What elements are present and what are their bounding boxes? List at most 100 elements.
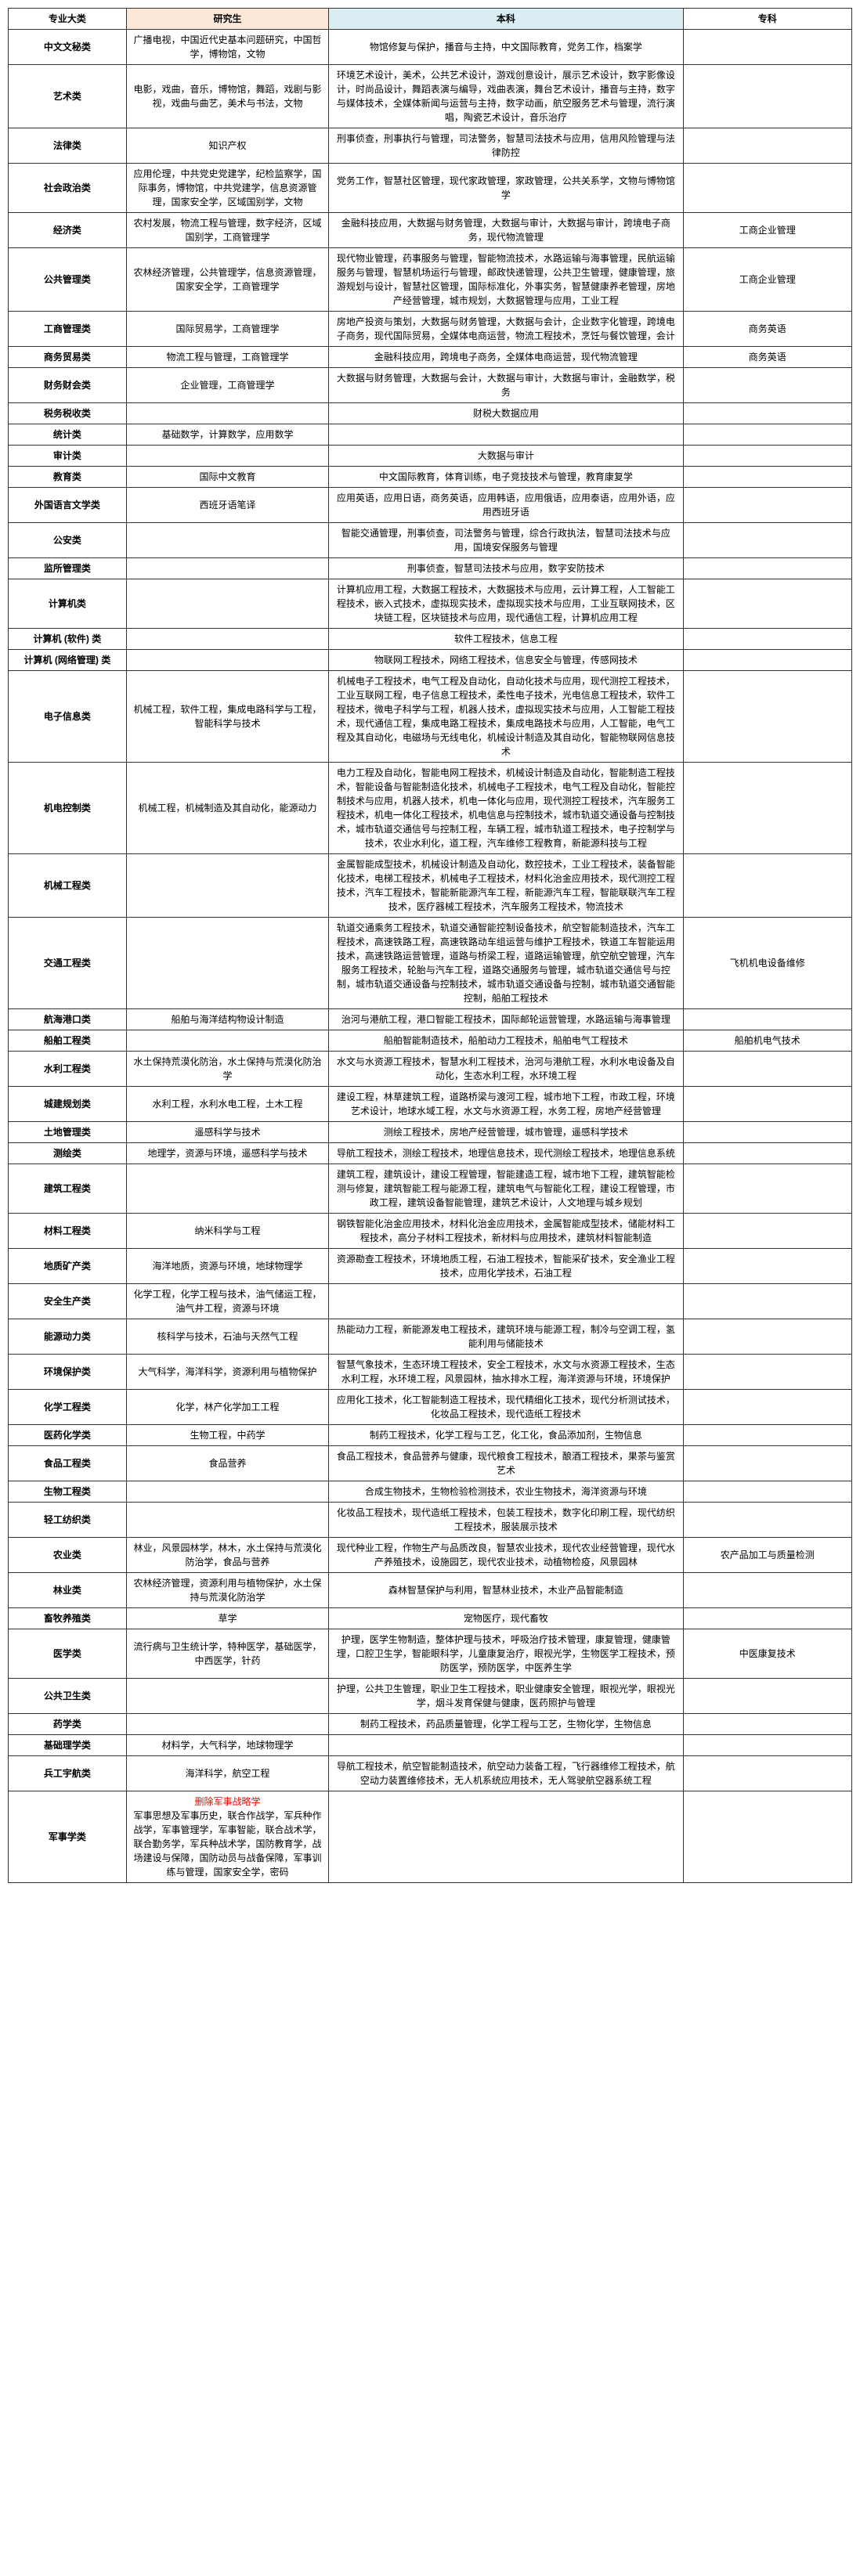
cell-category: 医药化学类 xyxy=(9,1425,127,1446)
cell-category: 城建规划类 xyxy=(9,1087,127,1122)
table-row: 社会政治类应用伦理，中共党史党建学，纪检监察学，国际事务，博物馆，中共党建学，信… xyxy=(9,164,852,213)
cell-graduate xyxy=(126,1030,328,1052)
cell-category: 材料工程类 xyxy=(9,1214,127,1249)
cell-category: 税务税收类 xyxy=(9,403,127,424)
cell-associate xyxy=(683,1714,851,1735)
table-row: 经济类农村发展，物流工程与管理，数字经济，区域国别学，工商管理学金融科技应用，大… xyxy=(9,213,852,248)
header-category: 专业大类 xyxy=(9,9,127,30)
cell-bachelor: 现代物业管理，药事服务与管理，智能物流技术，水路运输与海事管理，民航运输服务与管… xyxy=(329,248,683,312)
cell-associate xyxy=(683,1122,851,1143)
cell-bachelor: 化妆品工程技术，现代造纸工程技术，包装工程技术，数字化印刷工程，现代纺织工程技术… xyxy=(329,1503,683,1538)
cell-associate xyxy=(683,1425,851,1446)
table-row: 环境保护类大气科学，海洋科学，资源利用与植物保护智慧气象技术，生态环境工程技术，… xyxy=(9,1355,852,1390)
cell-associate xyxy=(683,1214,851,1249)
table-row: 计算机类计算机应用工程，大数据工程技术，大数据技术与应用，云计算工程，人工智能工… xyxy=(9,579,852,629)
cell-graduate xyxy=(126,579,328,629)
cell-associate xyxy=(683,1481,851,1503)
cell-bachelor: 大数据与财务管理，大数据与会计，大数据与审计，大数据与审计，金融数学，税务 xyxy=(329,368,683,403)
cell-graduate: 大气科学，海洋科学，资源利用与植物保护 xyxy=(126,1355,328,1390)
cell-graduate: 草学 xyxy=(126,1608,328,1629)
table-row: 计算机 (网络管理) 类物联网工程技术，网络工程技术，信息安全与管理，传感网技术 xyxy=(9,650,852,671)
cell-category: 公共卫生类 xyxy=(9,1679,127,1714)
cell-graduate: 水利工程，水利水电工程，土木工程 xyxy=(126,1087,328,1122)
table-row: 测绘类地理学，资源与环境，遥感科学与技术导航工程技术，测绘工程技术，地理信息技术… xyxy=(9,1143,852,1164)
cell-bachelor: 导航工程技术，航空智能制造技术，航空动力装备工程，飞行器维修工程技术，航空动力装… xyxy=(329,1756,683,1791)
table-row: 教育类国际中文教育中文国际教育，体育训练，电子竞技技术与管理，教育康复学 xyxy=(9,467,852,488)
cell-category: 计算机 (软件) 类 xyxy=(9,629,127,650)
cell-category: 能源动力类 xyxy=(9,1319,127,1355)
cell-graduate xyxy=(126,558,328,579)
cell-category: 经济类 xyxy=(9,213,127,248)
table-row: 交通工程类轨道交通乘务工程技术，轨道交通智能控制设备技术，航空智能制造技术，汽车… xyxy=(9,918,852,1009)
table-row: 法律类知识产权刑事侦查，刑事执行与管理，司法警务，智慧司法技术与应用，信用风险管… xyxy=(9,128,852,164)
cell-graduate: 核科学与技术，石油与天然气工程 xyxy=(126,1319,328,1355)
cell-associate xyxy=(683,1143,851,1164)
cell-bachelor: 森林智慧保护与利用，智慧林业技术，木业产品智能制造 xyxy=(329,1573,683,1608)
table-row: 计算机 (软件) 类 软件工程技术，信息工程 xyxy=(9,629,852,650)
cell-category: 药学类 xyxy=(9,1714,127,1735)
table-row: 安全生产类化学工程，化学工程与技术，油气储运工程，油气井工程，资源与环境 xyxy=(9,1284,852,1319)
table-row: 药学类制药工程技术，药品质量管理，化学工程与工艺，生物化学，生物信息 xyxy=(9,1714,852,1735)
cell-graduate xyxy=(126,1714,328,1735)
cell-graduate: 遥感科学与技术 xyxy=(126,1122,328,1143)
cell-associate xyxy=(683,488,851,523)
table-row: 商务贸易类物流工程与管理，工商管理学金融科技应用，跨境电子商务，全媒体电商运营，… xyxy=(9,347,852,368)
header-graduate: 研究生 xyxy=(126,9,328,30)
cell-bachelor: 船舶智能制造技术，船舶动力工程技术，船舶电气工程技术 xyxy=(329,1030,683,1052)
cell-bachelor: 现代种业工程，作物生产与品质改良，智慧农业技术，现代农业经营管理，现代水产养殖技… xyxy=(329,1538,683,1573)
table-row: 船舶工程类船舶智能制造技术，船舶动力工程技术，船舶电气工程技术船舶机电气技术 xyxy=(9,1030,852,1052)
cell-category: 林业类 xyxy=(9,1573,127,1608)
cell-bachelor: 导航工程技术，测绘工程技术，地理信息技术，现代测绘工程技术，地理信息系统 xyxy=(329,1143,683,1164)
cell-bachelor: 建设工程，林草建筑工程，道路桥梁与渡河工程，城市地下工程，市政工程，环境艺术设计… xyxy=(329,1087,683,1122)
cell-bachelor: 大数据与审计 xyxy=(329,446,683,467)
table-row: 艺术类电影，戏曲，音乐，博物馆，舞蹈，戏剧与影视，戏曲与曲艺，美术与书法，文物环… xyxy=(9,65,852,128)
cell-graduate: 基础数学，计算数学，应用数学 xyxy=(126,424,328,446)
cell-associate xyxy=(683,579,851,629)
cell-category: 交通工程类 xyxy=(9,918,127,1009)
cell-bachelor: 应用英语，应用日语，商务英语，应用韩语，应用俄语，应用泰语，应用外语，应用西班牙… xyxy=(329,488,683,523)
cell-bachelor: 刑事侦查，智慧司法技术与应用，数字安防技术 xyxy=(329,558,683,579)
cell-bachelor: 软件工程技术，信息工程 xyxy=(329,629,683,650)
cell-associate xyxy=(683,523,851,558)
cell-associate xyxy=(683,467,851,488)
cell-associate xyxy=(683,128,851,164)
cell-bachelor: 党务工作，智慧社区管理，现代家政管理，家政管理，公共关系学，文物与博物馆学 xyxy=(329,164,683,213)
cell-bachelor: 制药工程技术，化学工程与工艺，化工化，食品添加剂，生物信息 xyxy=(329,1425,683,1446)
cell-associate xyxy=(683,1446,851,1481)
table-row: 工商管理类国际贸易学，工商管理学房地产投资与策划，大数据与财务管理，大数据与会计… xyxy=(9,312,852,347)
cell-category: 工商管理类 xyxy=(9,312,127,347)
table-row: 军事学类删除军事战略学军事思想及军事历史，联合作战学，军兵种作战学，军事管理学，… xyxy=(9,1791,852,1883)
cell-graduate: 水土保持荒漠化防治，水土保持与荒漠化防治学 xyxy=(126,1052,328,1087)
cell-category: 中文文秘类 xyxy=(9,30,127,65)
table-row: 水利工程类水土保持荒漠化防治，水土保持与荒漠化防治学水文与水资源工程技术，智慧水… xyxy=(9,1052,852,1087)
cell-graduate: 删除军事战略学军事思想及军事历史，联合作战学，军兵种作战学，军事管理学，军事智能… xyxy=(126,1791,328,1883)
cell-bachelor: 护理，公共卫生管理，职业卫生工程技术，职业健康安全管理，眼视光学，眼视光学，烟斗… xyxy=(329,1679,683,1714)
cell-graduate: 船舶与海洋结构物设计制造 xyxy=(126,1009,328,1030)
cell-bachelor: 财税大数据应用 xyxy=(329,403,683,424)
cell-associate xyxy=(683,671,851,763)
table-row: 机电控制类机械工程，机械制造及其自动化，能源动力电力工程及自动化，智能电网工程技… xyxy=(9,763,852,854)
cell-graduate: 海洋科学，航空工程 xyxy=(126,1756,328,1791)
cell-associate xyxy=(683,1756,851,1791)
cell-category: 教育类 xyxy=(9,467,127,488)
cell-category: 地质矿产类 xyxy=(9,1249,127,1284)
cell-category: 监所管理类 xyxy=(9,558,127,579)
cell-category: 化学工程类 xyxy=(9,1390,127,1425)
cell-associate xyxy=(683,629,851,650)
cell-category: 船舶工程类 xyxy=(9,1030,127,1052)
cell-graduate: 生物工程，中药学 xyxy=(126,1425,328,1446)
cell-graduate: 知识产权 xyxy=(126,128,328,164)
cell-category: 计算机 (网络管理) 类 xyxy=(9,650,127,671)
cell-bachelor xyxy=(329,424,683,446)
cell-associate xyxy=(683,1735,851,1756)
cell-associate xyxy=(683,446,851,467)
cell-graduate: 材料学，大气科学，地球物理学 xyxy=(126,1735,328,1756)
cell-graduate: 海洋地质，资源与环境，地球物理学 xyxy=(126,1249,328,1284)
table-row: 统计类基础数学，计算数学，应用数学 xyxy=(9,424,852,446)
cell-category: 安全生产类 xyxy=(9,1284,127,1319)
cell-category: 兵工宇航类 xyxy=(9,1756,127,1791)
table-row: 生物工程类合成生物技术，生物检验检测技术，农业生物技术，海洋资源与环境 xyxy=(9,1481,852,1503)
table-row: 城建规划类水利工程，水利水电工程，土木工程建设工程，林草建筑工程，道路桥梁与渡河… xyxy=(9,1087,852,1122)
cell-category: 财务财会类 xyxy=(9,368,127,403)
cell-graduate xyxy=(126,523,328,558)
